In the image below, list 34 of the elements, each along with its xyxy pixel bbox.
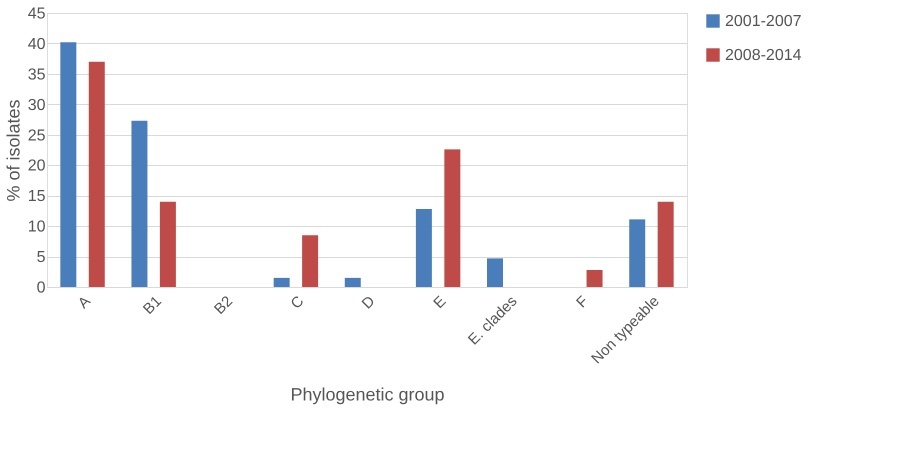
y-tick-label: 40 — [28, 36, 46, 53]
y-tick-label: 45 — [28, 6, 46, 22]
bar — [658, 202, 674, 287]
y-tick-label: 25 — [28, 127, 46, 144]
x-tick-label: B1 — [140, 292, 165, 318]
x-tick-label: F — [573, 292, 592, 312]
bar — [88, 62, 105, 287]
bar — [344, 278, 361, 287]
bar — [274, 278, 290, 287]
y-tick-label: 15 — [28, 188, 46, 206]
x-tick-label: D — [358, 292, 378, 312]
bar — [416, 209, 432, 287]
x-tick-label: E — [430, 292, 450, 312]
x-tick-label: C — [288, 292, 308, 312]
bar — [487, 258, 503, 287]
bar — [131, 120, 148, 287]
x-tick-label: A — [74, 292, 94, 312]
bar — [444, 149, 460, 287]
bar — [60, 42, 76, 287]
y-tick-label: 30 — [28, 96, 46, 114]
x-tick-label: B2 — [211, 292, 236, 318]
bar — [160, 202, 176, 287]
y-tick-label: 5 — [36, 249, 46, 266]
bar — [586, 270, 603, 287]
y-tick-label: 0 — [36, 280, 46, 296]
y-tick-label: 20 — [28, 158, 46, 175]
y-tick-label: 35 — [28, 66, 46, 84]
y-axis-title: % of isolates — [4, 99, 24, 202]
bar — [629, 219, 646, 287]
legend-label: 2008-2014 — [725, 47, 802, 64]
x-axis-title: Phylogenetic group — [290, 384, 445, 405]
y-tick-label: 10 — [28, 218, 46, 236]
bar — [302, 235, 318, 287]
legend-label: 2001-2007 — [725, 13, 802, 30]
